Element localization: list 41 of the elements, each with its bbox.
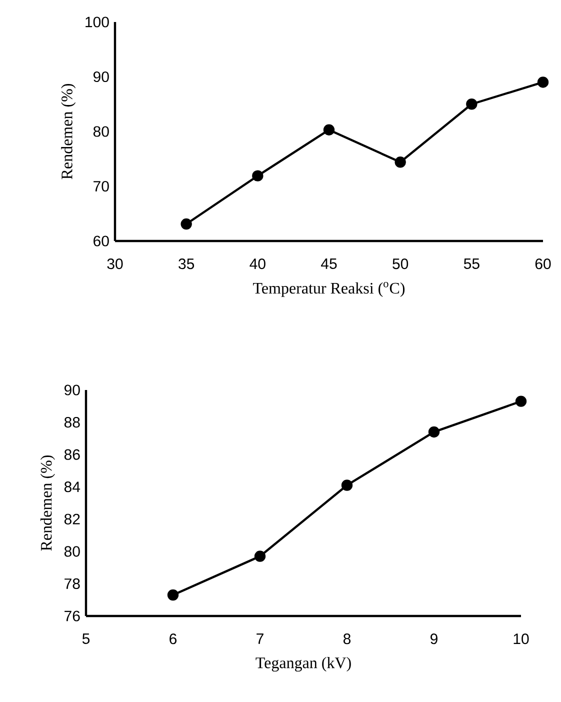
x-tick-label: 6 (170, 634, 177, 644)
point (428, 426, 440, 438)
x-tick-label: 55 (464, 258, 480, 269)
y-tick-label: 82 (64, 514, 80, 524)
y-tick-label: 86 (64, 449, 80, 460)
point (252, 170, 264, 182)
point (394, 156, 406, 168)
y-tick-label: 70 (94, 180, 109, 192)
y-tick-label: 60 (94, 236, 109, 246)
point (466, 98, 478, 110)
x-tick-label: 50 (392, 258, 408, 270)
point (323, 124, 335, 136)
y-tick-label: 78 (64, 578, 80, 590)
y-axis-title: Rendemen (%) (61, 84, 76, 180)
x-tick-label: 35 (178, 258, 194, 270)
x-tick-label: 7 (256, 634, 264, 644)
x-axis-title: Temperatur Reaksi ($^{o}$C) (253, 282, 405, 297)
x-tick-label: 60 (535, 258, 551, 270)
y-tick-label: 76 (64, 610, 80, 622)
y-tick-label: 88 (64, 416, 80, 428)
x-axis-title: Tegangan (kV) (256, 656, 351, 672)
x-tick-label: 45 (321, 258, 337, 269)
x-tick-label: 8 (343, 634, 351, 644)
point (537, 76, 549, 88)
y-tick-label: 100 (86, 16, 109, 28)
x-tick-label: 10 (514, 634, 529, 644)
point (167, 589, 179, 601)
y-tick-label: 80 (93, 126, 109, 137)
x-tick-label: 5 (82, 634, 90, 644)
y-tick-label: 90 (64, 384, 80, 396)
point (254, 550, 266, 562)
y-axis-title: Rendemen (%) (40, 456, 55, 551)
x-tick-label: 9 (430, 634, 438, 644)
y-tick-label: 90 (94, 71, 109, 82)
x-tick-label: 30 (107, 258, 123, 270)
point (341, 480, 353, 491)
y-tick-label: 80 (64, 546, 80, 557)
point (180, 218, 192, 230)
point (515, 396, 527, 407)
y-tick-label: 84 (64, 482, 80, 492)
x-tick-label: 40 (250, 258, 266, 270)
